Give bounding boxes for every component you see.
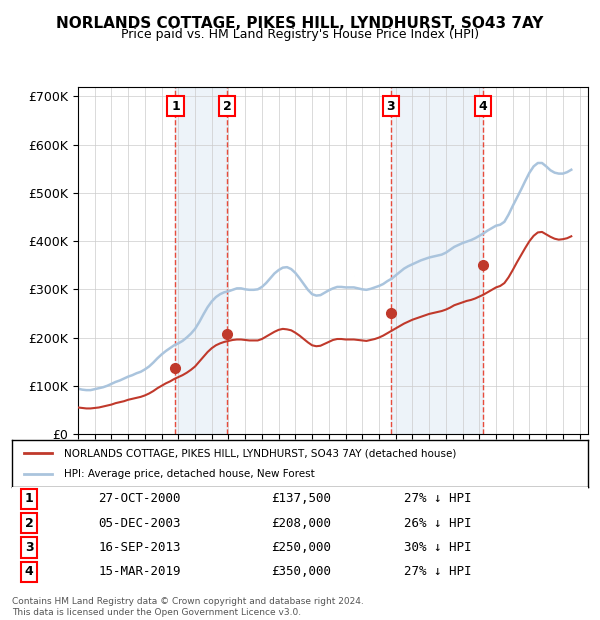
Text: 1: 1 (171, 100, 180, 113)
Text: Contains HM Land Registry data © Crown copyright and database right 2024.
This d: Contains HM Land Registry data © Crown c… (12, 598, 364, 617)
Text: £250,000: £250,000 (271, 541, 331, 554)
Bar (391, 87, 483, 434)
Text: NORLANDS COTTAGE, PIKES HILL, LYNDHURST, SO43 7AY (detached house): NORLANDS COTTAGE, PIKES HILL, LYNDHURST,… (64, 448, 456, 458)
Text: 2: 2 (223, 100, 232, 113)
Text: HPI: Average price, detached house, New Forest: HPI: Average price, detached house, New … (64, 469, 314, 479)
Text: 1: 1 (25, 492, 34, 505)
Text: 26% ↓ HPI: 26% ↓ HPI (404, 516, 471, 529)
Text: 27% ↓ HPI: 27% ↓ HPI (404, 565, 471, 578)
Bar (175, 87, 227, 434)
Text: 27% ↓ HPI: 27% ↓ HPI (404, 492, 471, 505)
Text: 27-OCT-2000: 27-OCT-2000 (98, 492, 181, 505)
Text: 30% ↓ HPI: 30% ↓ HPI (404, 541, 471, 554)
Text: 15-MAR-2019: 15-MAR-2019 (98, 565, 181, 578)
Text: Price paid vs. HM Land Registry's House Price Index (HPI): Price paid vs. HM Land Registry's House … (121, 28, 479, 41)
Text: 16-SEP-2013: 16-SEP-2013 (98, 541, 181, 554)
Text: 3: 3 (386, 100, 395, 113)
Text: NORLANDS COTTAGE, PIKES HILL, LYNDHURST, SO43 7AY: NORLANDS COTTAGE, PIKES HILL, LYNDHURST,… (56, 16, 544, 30)
Text: £350,000: £350,000 (271, 565, 331, 578)
Text: 05-DEC-2003: 05-DEC-2003 (98, 516, 181, 529)
Text: 2: 2 (25, 516, 34, 529)
Text: £208,000: £208,000 (271, 516, 331, 529)
Text: 3: 3 (25, 541, 34, 554)
Text: 4: 4 (25, 565, 34, 578)
Text: £137,500: £137,500 (271, 492, 331, 505)
Text: 4: 4 (478, 100, 487, 113)
